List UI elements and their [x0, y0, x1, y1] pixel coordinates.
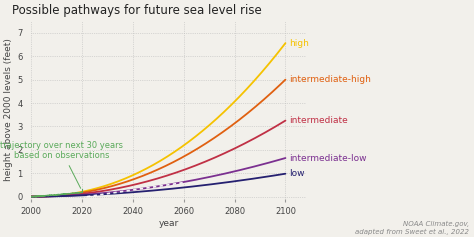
Text: trajectory over next 30 years
based on observations: trajectory over next 30 years based on o…	[0, 141, 123, 188]
X-axis label: year: year	[158, 219, 179, 228]
Text: low: low	[289, 169, 305, 178]
Text: high: high	[289, 39, 309, 48]
Text: intermediate-high: intermediate-high	[289, 75, 371, 84]
Y-axis label: height above 2000 levels (feet): height above 2000 levels (feet)	[4, 39, 13, 182]
Text: NOAA Climate.gov,
adapted from Sweet et al., 2022: NOAA Climate.gov, adapted from Sweet et …	[355, 221, 469, 235]
Text: intermediate: intermediate	[289, 116, 348, 125]
Text: intermediate-low: intermediate-low	[289, 154, 367, 163]
Text: Possible pathways for future sea level rise: Possible pathways for future sea level r…	[12, 4, 262, 17]
